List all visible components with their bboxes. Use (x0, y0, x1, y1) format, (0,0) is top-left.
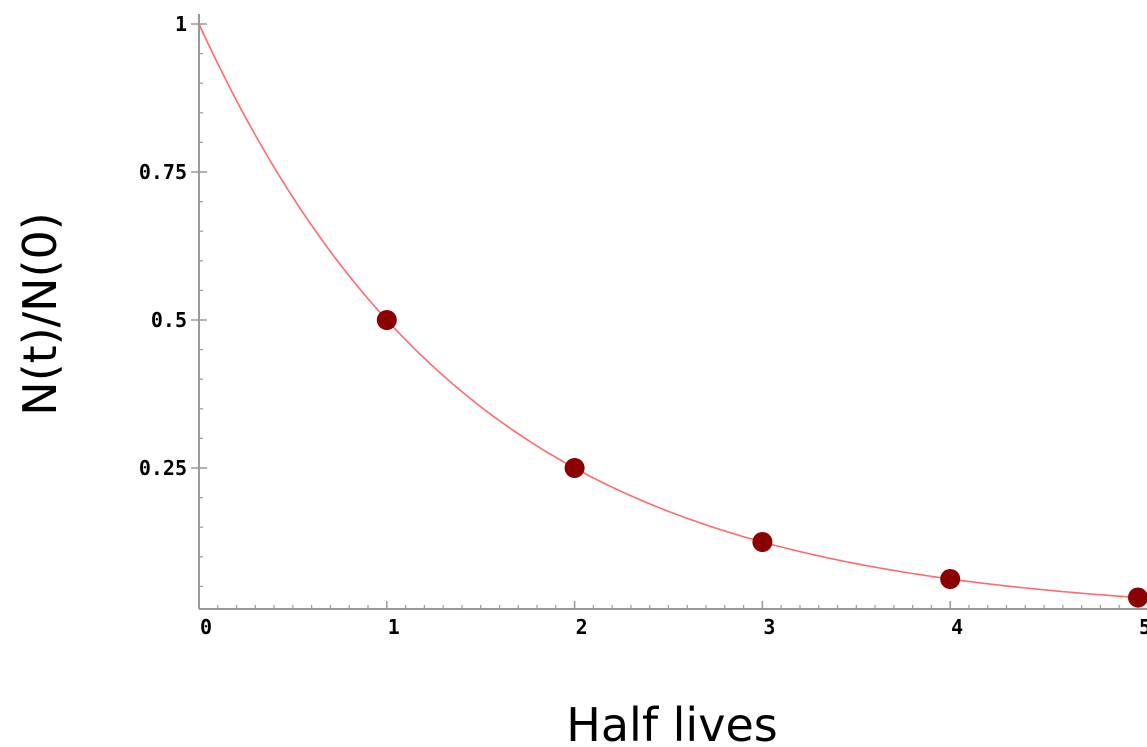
x-minor-ticks (217, 605, 1120, 609)
data-points (376, 310, 1147, 608)
x-tick-labels: 0 1 2 3 4 5 (200, 615, 1147, 639)
y-tick-label: 0.25 (139, 456, 187, 480)
y-minor-ticks (199, 52, 203, 588)
x-tick-label: 1 (388, 615, 400, 639)
y-tick-label: 0.75 (139, 160, 187, 184)
x-tick-label: 4 (951, 615, 963, 639)
data-point (376, 310, 397, 330)
y-tick-label: 0.5 (151, 308, 187, 332)
x-axis-title: Half lives (566, 698, 777, 747)
y-tick-label: 1 (175, 12, 187, 36)
data-point (564, 458, 585, 478)
data-point (1128, 587, 1147, 608)
axes (191, 14, 1147, 610)
x-tick-label: 5 (1139, 615, 1147, 639)
x-tick-label: 3 (763, 615, 775, 639)
decay-curve (198, 23, 1139, 599)
x-tick-label: 0 (200, 615, 212, 639)
y-axis-title: N(t)/N(0) (13, 212, 67, 415)
data-point (752, 532, 773, 552)
x-tick-label: 2 (576, 615, 588, 639)
y-tick-labels: 0.25 0.5 0.75 1 (139, 12, 187, 480)
data-point (940, 569, 961, 589)
